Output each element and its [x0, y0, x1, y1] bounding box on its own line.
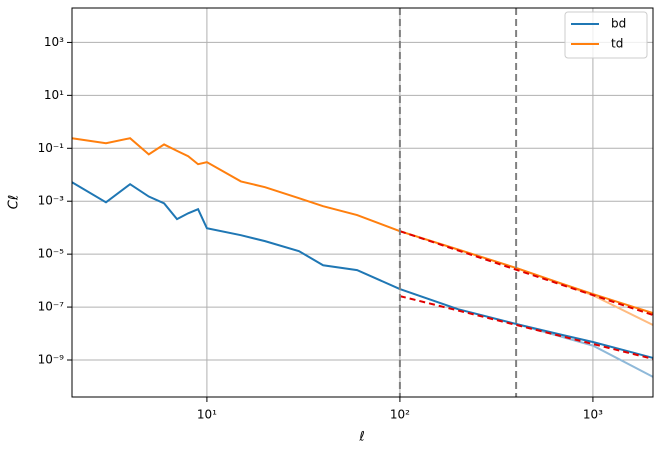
plot-area: [72, 8, 653, 397]
series-line: [71, 137, 654, 315]
y-tick-label: 10¹: [44, 88, 64, 102]
x-tick-label: 10³: [583, 408, 603, 422]
x-tick-label: 10²: [390, 408, 410, 422]
legend-label: td: [611, 37, 623, 51]
legend-label: bd: [611, 17, 626, 31]
y-tick-label: 10⁻⁹: [38, 353, 65, 367]
fit-line: [399, 230, 654, 316]
y-tick-label: 10³: [44, 35, 64, 49]
faded-line: [515, 323, 654, 378]
x-axis-label: ℓ: [358, 430, 364, 445]
y-axis-label: Cℓ: [7, 195, 22, 209]
y-tick-label: 10⁻³: [38, 194, 65, 208]
y-tick-label: 10⁻⁷: [38, 300, 65, 314]
y-tick-label: 10⁻⁵: [38, 247, 65, 261]
y-tick-label: 10⁻¹: [38, 141, 65, 155]
axes-frame: [71, 7, 654, 398]
legend-box: [564, 11, 648, 59]
series-line: [71, 181, 654, 359]
fit-line: [399, 295, 654, 360]
x-tick-label: 10¹: [197, 408, 217, 422]
